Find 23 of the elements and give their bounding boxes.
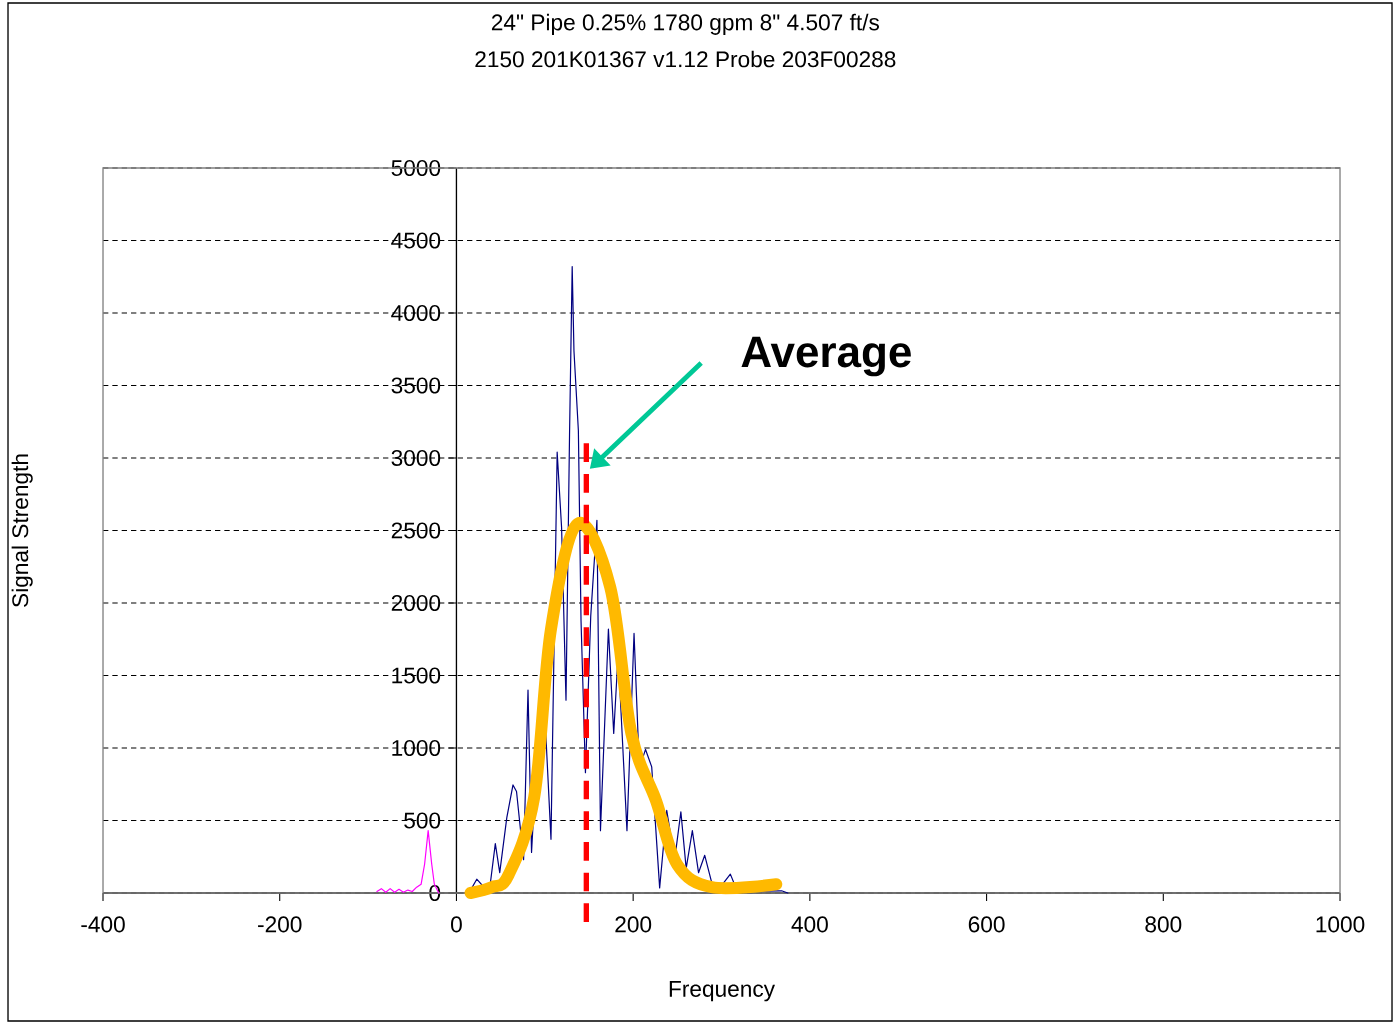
y-tick-label: 500 <box>404 812 441 829</box>
y-tick-label: 4000 <box>391 304 441 322</box>
y-tick-label: 5000 <box>391 159 441 177</box>
x-tick-label: 0 <box>451 916 462 933</box>
y-tick-label: 3000 <box>391 449 441 467</box>
y-axis-title: Signal Strength <box>11 454 33 607</box>
x-tick-label: 600 <box>968 916 1005 933</box>
y-tick-label: 1000 <box>392 739 441 757</box>
chart-title: 24" Pipe 0.25% 1780 gpm 8" 4.507 ft/s <box>491 13 880 35</box>
y-tick-label: 2500 <box>391 522 441 539</box>
x-tick-label: -400 <box>81 916 125 933</box>
y-tick-label: 2000 <box>391 594 441 612</box>
y-tick-label: 4500 <box>391 232 441 249</box>
chart-subtitle: 2150 201K01367 v1.12 Probe 203F00288 <box>475 50 896 68</box>
y-tick-label: 1500 <box>392 667 441 684</box>
x-tick-label: 1000 <box>1316 916 1365 933</box>
annotation: Average <box>741 336 911 377</box>
x-tick-label: 800 <box>1145 916 1182 933</box>
x-tick-label: 200 <box>615 916 652 933</box>
x-axis-title: Frequency <box>669 981 775 1002</box>
x-tick-label: -200 <box>258 916 302 933</box>
y-tick-label: 3500 <box>391 377 441 394</box>
x-tick-label: 400 <box>791 916 828 933</box>
